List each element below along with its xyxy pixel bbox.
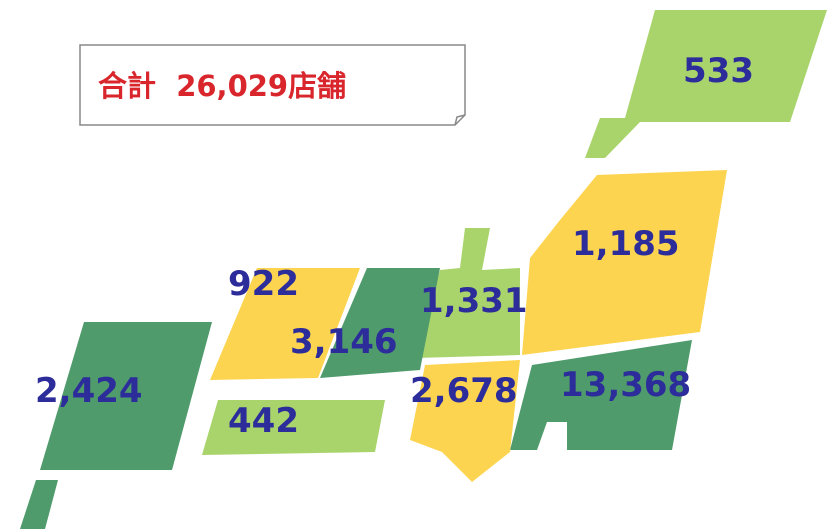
chugoku bbox=[210, 268, 360, 380]
hokkaido bbox=[585, 10, 827, 158]
total-title: 合計 26,029店舗 bbox=[98, 69, 346, 103]
region-label: 2,678 bbox=[410, 371, 518, 411]
region-label: 1,185 bbox=[572, 224, 680, 264]
region-label: 3,146 bbox=[290, 322, 398, 362]
shikoku bbox=[202, 400, 385, 455]
tohoku bbox=[522, 170, 727, 355]
title-box bbox=[79, 44, 466, 126]
region-label: 2,424 bbox=[35, 371, 143, 411]
region-label: 922 bbox=[228, 264, 299, 304]
region-label: 1,331 bbox=[420, 281, 528, 321]
kyushu bbox=[40, 322, 212, 470]
okinawa bbox=[20, 480, 58, 529]
region-label: 442 bbox=[228, 401, 299, 441]
region-label: 533 bbox=[683, 51, 754, 91]
chubu-south bbox=[410, 360, 520, 482]
kanto bbox=[510, 340, 692, 450]
title-box-fold bbox=[454, 114, 466, 126]
chubu-north bbox=[416, 228, 520, 358]
kinki bbox=[320, 268, 440, 378]
region-label: 13,368 bbox=[560, 365, 691, 405]
